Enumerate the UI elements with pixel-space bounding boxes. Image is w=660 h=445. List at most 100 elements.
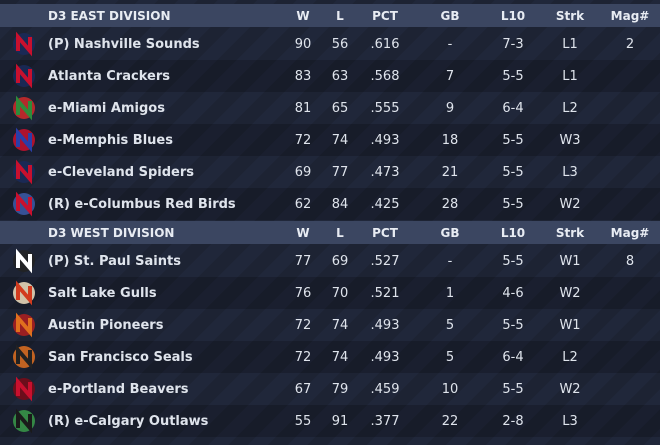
team-name: (R) e-Calgary Outlaws [48,413,209,429]
column-header: GB [440,8,460,23]
stat-l: 91 [331,413,349,429]
stat-pct: .616 [370,36,400,52]
team-row: (P) St. Paul Saints 77 69 .527 - 5-5 W1 8 [0,245,660,277]
team-row: Atlanta Crackers 83 63 .568 7 5-5 L1 [0,60,660,92]
stat-gb: - [447,253,453,269]
division-header: D3 WEST DIVISION W L PCT GB L10 Strk Mag# [0,221,660,244]
column-header: Strk [555,8,585,23]
column-header: W [296,8,310,23]
stat-pct: .425 [370,196,400,212]
stat-strk: W2 [559,285,581,301]
stat-strk: W1 [559,317,581,333]
stat-l10: 5-5 [502,381,524,397]
division-title: D3 EAST DIVISION [48,8,171,23]
column-header: GB [440,225,460,240]
column-header: Mag# [610,225,650,240]
stat-l: 70 [331,285,349,301]
stat-mag: 8 [625,253,635,269]
team-name: (R) e-Columbus Red Birds [48,196,236,212]
stat-mag: 2 [625,36,635,52]
stat-w: 62 [294,196,312,212]
stat-l10: 6-4 [502,349,524,365]
team-logo [13,63,35,89]
team-logo [13,344,35,370]
stat-strk: L3 [562,164,578,180]
team-row: e-Cleveland Spiders 69 77 .473 21 5-5 L3 [0,156,660,188]
stat-w: 77 [294,253,312,269]
stat-w: 72 [294,132,312,148]
stat-l: 63 [331,68,349,84]
stat-l10: 5-5 [502,317,524,333]
stat-pct: .493 [370,317,400,333]
stat-l: 79 [331,381,349,397]
stat-gb: 1 [445,285,455,301]
stat-w: 81 [294,100,312,116]
team-row: Salt Lake Gulls 76 70 .521 1 4-6 W2 [0,277,660,309]
stat-w: 72 [294,349,312,365]
stat-pct: .493 [370,132,400,148]
team-name: San Francisco Seals [48,349,193,365]
stat-strk: W1 [559,253,581,269]
stat-gb: 10 [441,381,459,397]
column-header: L [336,8,344,23]
column-header: L10 [500,8,526,23]
stat-l10: 2-8 [502,413,524,429]
team-row: San Francisco Seals 72 74 .493 5 6-4 L2 [0,341,660,373]
team-row: e-Memphis Blues 72 74 .493 18 5-5 W3 [0,124,660,156]
team-row: (R) e-Calgary Outlaws 55 91 .377 22 2-8 L3 [0,405,660,437]
stat-w: 55 [294,413,312,429]
stat-l10: 6-4 [502,100,524,116]
stat-gb: 5 [445,349,455,365]
stat-l: 84 [331,196,349,212]
stat-strk: L1 [562,68,578,84]
division-header: D3 EAST DIVISION W L PCT GB L10 Strk Mag# [0,4,660,27]
stat-pct: .459 [370,381,400,397]
team-logo [13,376,35,402]
stat-l10: 5-5 [502,132,524,148]
stat-strk: W2 [559,381,581,397]
stat-l: 56 [331,36,349,52]
stat-gb: 28 [441,196,459,212]
stat-strk: L1 [562,36,578,52]
stat-l10: 5-5 [502,253,524,269]
team-logo [13,408,35,434]
team-row: (P) Nashville Sounds 90 56 .616 - 7-3 L1 2 [0,28,660,60]
division-title: D3 WEST DIVISION [48,225,175,240]
column-header: Mag# [610,8,650,23]
team-row: e-Portland Beavers 67 79 .459 10 5-5 W2 [0,373,660,405]
stat-gb: 22 [441,413,459,429]
stat-l10: 5-5 [502,68,524,84]
team-row: Austin Pioneers 72 74 .493 5 5-5 W1 [0,309,660,341]
column-header: PCT [372,8,398,23]
stat-w: 67 [294,381,312,397]
column-header: Strk [555,225,585,240]
stat-w: 83 [294,68,312,84]
column-header: L [336,225,344,240]
team-logo [13,127,35,153]
team-logo [13,280,35,306]
stat-w: 90 [294,36,312,52]
column-header: L10 [500,225,526,240]
stat-gb: 5 [445,317,455,333]
stat-w: 69 [294,164,312,180]
stat-l10: 7-3 [502,36,524,52]
stat-pct: .527 [370,253,400,269]
team-name: e-Miami Amigos [48,100,165,116]
column-header: W [296,225,310,240]
team-name: Austin Pioneers [48,317,164,333]
stat-l: 77 [331,164,349,180]
team-name: Salt Lake Gulls [48,285,157,301]
stat-strk: L3 [562,413,578,429]
column-header: PCT [372,225,398,240]
team-row: e-Miami Amigos 81 65 .555 9 6-4 L2 [0,92,660,124]
team-name: Atlanta Crackers [48,68,170,84]
stat-w: 72 [294,317,312,333]
stat-gb: 21 [441,164,459,180]
stat-pct: .521 [370,285,400,301]
stat-strk: L2 [562,100,578,116]
stat-w: 76 [294,285,312,301]
stat-l: 74 [331,317,349,333]
stat-l: 74 [331,132,349,148]
stat-pct: .568 [370,68,400,84]
